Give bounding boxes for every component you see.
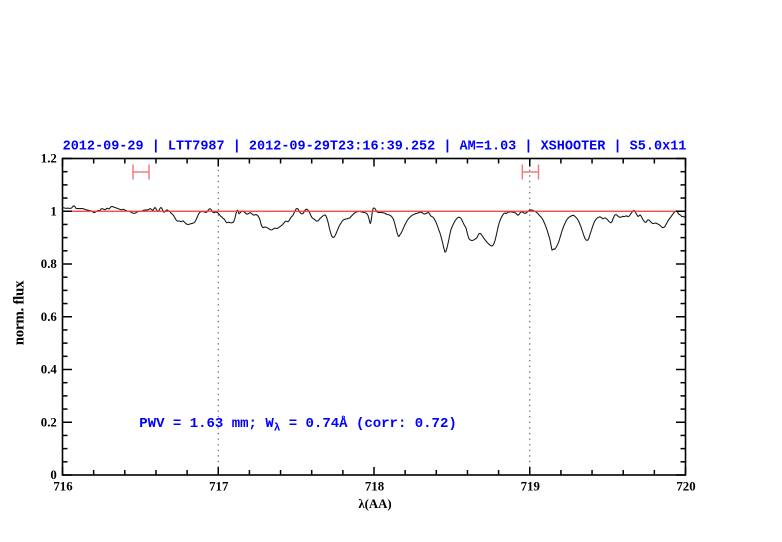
svg-text:719: 719 [521, 480, 540, 494]
svg-text:720: 720 [676, 480, 695, 494]
svg-text:1: 1 [50, 204, 56, 218]
svg-text:2012-09-29 | LTT7987 | 2012-09: 2012-09-29 | LTT7987 | 2012-09-29T23:16:… [63, 140, 687, 155]
svg-text:0.6: 0.6 [41, 310, 58, 324]
svg-text:717: 717 [209, 480, 229, 494]
svg-text:PWV = 1.63 mm; Wλ = 0.74Å (cor: PWV = 1.63 mm; Wλ = 0.74Å (corr: 0.72) [139, 415, 456, 435]
svg-text:λ(AA): λ(AA) [358, 497, 391, 511]
svg-text:1.2: 1.2 [41, 152, 57, 166]
svg-text:0.2: 0.2 [41, 415, 57, 429]
svg-text:norm. flux: norm. flux [12, 280, 28, 345]
svg-text:0: 0 [50, 468, 56, 482]
svg-text:0.4: 0.4 [41, 363, 58, 377]
svg-text:0.8: 0.8 [41, 257, 57, 271]
svg-text:718: 718 [365, 480, 384, 494]
svg-text:716: 716 [53, 480, 73, 494]
